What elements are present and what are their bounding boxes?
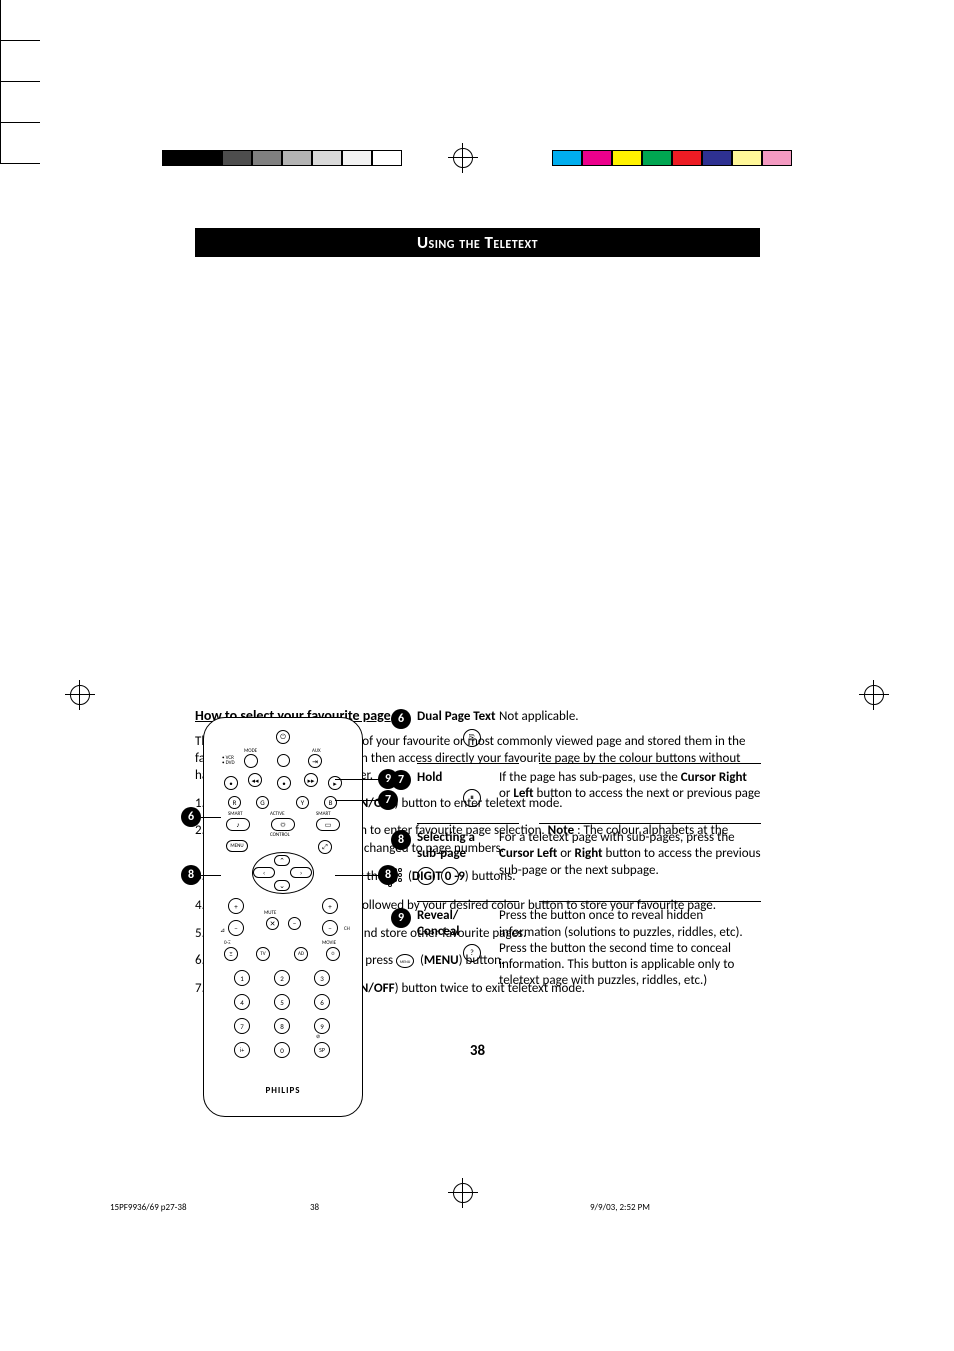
registration-mark bbox=[448, 143, 478, 173]
crop-mark bbox=[0, 163, 40, 164]
remote-power-icon: ⏻ bbox=[276, 730, 290, 744]
feature-number: 7 bbox=[391, 770, 411, 790]
callout-number: 6 bbox=[181, 807, 201, 827]
crop-mark bbox=[0, 123, 1, 163]
crop-mark bbox=[0, 81, 40, 82]
feature-label: Reveal/ Conceal? bbox=[417, 908, 499, 989]
print-footer: 15PF9936/69 p27-38 38 9/9/03, 2:52 PM bbox=[110, 1202, 850, 1213]
feature-description: Press the button once to reveal hidden i… bbox=[499, 908, 761, 989]
color-swatch-bar bbox=[162, 150, 402, 166]
crop-mark bbox=[0, 122, 40, 123]
registration-mark bbox=[859, 680, 889, 710]
feature-number: 8 bbox=[391, 830, 411, 850]
feature-description: For a teletext page with sub-pages, pres… bbox=[499, 830, 761, 885]
callout-number: 8 bbox=[181, 865, 201, 885]
remote-control-diagram: ⏻ MODE AUX ⇥ • VCR• DVD • ◂◂ • ▸▸ ▸ R G … bbox=[203, 717, 363, 1117]
feature-label: Selecting a sub-page‹ › bbox=[417, 830, 499, 885]
feature-description: If the page has sub-pages, use the Curso… bbox=[499, 770, 761, 808]
crop-mark bbox=[0, 0, 1, 40]
feature-item: 7 Hold⏸If the page has sub-pages, use the… bbox=[391, 770, 761, 816]
feature-number: 9 bbox=[391, 908, 411, 928]
crop-mark bbox=[0, 82, 1, 122]
features-list: 6 Dual Page Text⎘Not applicable. 7 Hold⏸If … bbox=[391, 709, 761, 1006]
feature-item: 6 Dual Page Text⎘Not applicable. bbox=[391, 709, 761, 755]
color-swatch-bar bbox=[552, 150, 792, 166]
feature-item: 9 Reveal/ Conceal?Press the button once t… bbox=[391, 908, 761, 997]
feature-number: 6 bbox=[391, 709, 411, 729]
feature-item: 8 Selecting a sub-page‹ ›For a teletext p… bbox=[391, 830, 761, 893]
feature-label: Hold⏸ bbox=[417, 770, 499, 808]
crop-mark bbox=[0, 40, 40, 41]
section-title: Using the Teletext bbox=[195, 228, 760, 257]
crop-mark bbox=[0, 41, 1, 81]
feature-description: Not applicable. bbox=[499, 709, 579, 747]
feature-label: Dual Page Text⎘ bbox=[417, 709, 499, 747]
remote-brand: PHILIPS bbox=[204, 1085, 362, 1096]
registration-mark bbox=[65, 680, 95, 710]
